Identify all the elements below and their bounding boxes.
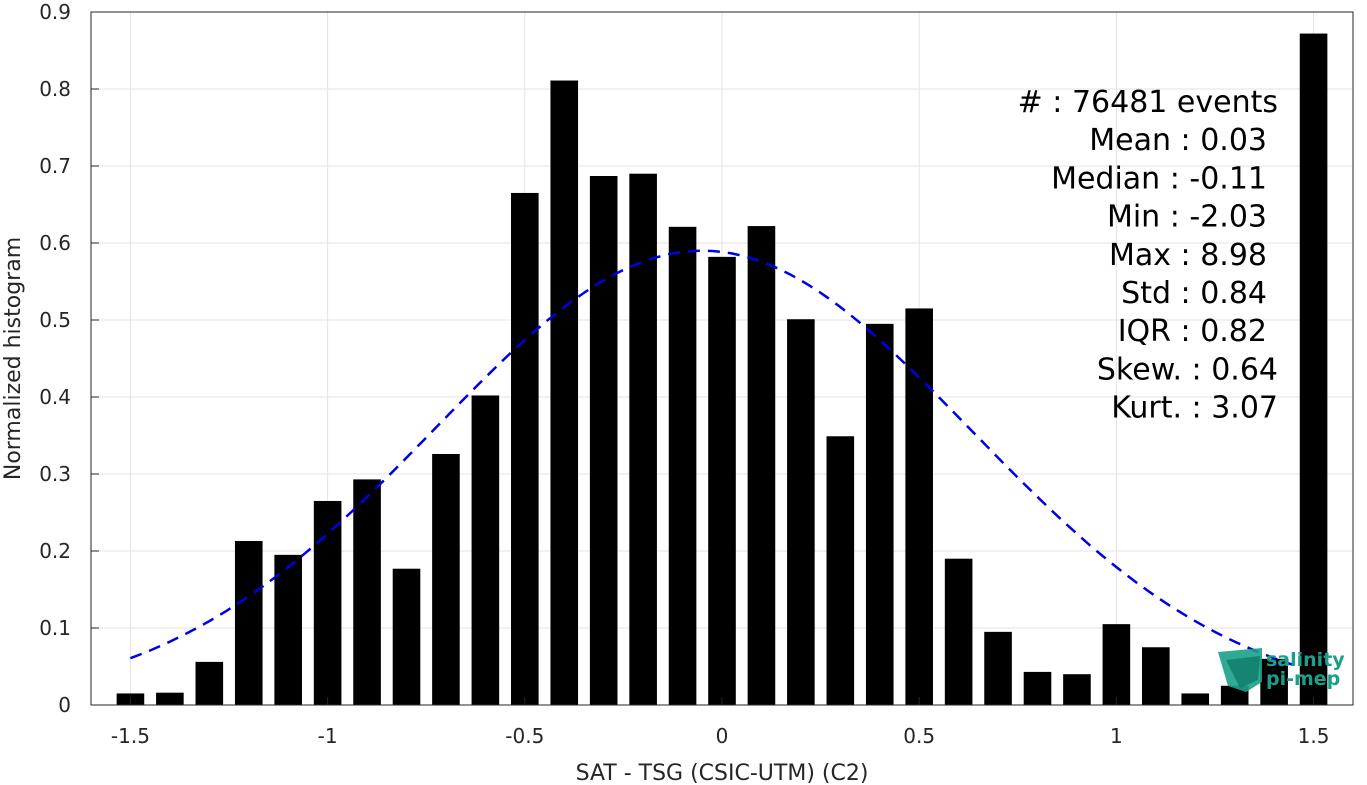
stat-line: Median : -0.11: [1051, 161, 1267, 196]
stat-line: # : 76481 events: [1018, 85, 1278, 120]
histogram-bar: [826, 436, 855, 705]
histogram-bar: [1102, 624, 1131, 705]
y-tick-label: 0.6: [39, 231, 71, 255]
histogram-bar: [984, 631, 1012, 705]
histogram-bar: [629, 173, 657, 705]
x-tick-label: -1: [318, 724, 338, 748]
histogram-bar: [195, 661, 224, 705]
logo-wave-icon-shade: [1226, 656, 1260, 688]
stat-line: Max : 8.98: [1109, 238, 1267, 273]
stat-line: Mean : 0.03: [1089, 123, 1267, 158]
histogram-bar: [471, 395, 500, 705]
stat-line: Skew. : 0.64: [1097, 352, 1278, 387]
histogram-bar: [589, 176, 618, 705]
x-tick-label: -1.5: [111, 724, 150, 748]
y-tick-label: 0.8: [39, 77, 71, 101]
stat-line: Std : 0.84: [1121, 276, 1267, 311]
x-tick-label: 1: [1110, 724, 1123, 748]
stat-line: IQR : 0.82: [1118, 314, 1267, 349]
histogram-bar: [313, 500, 342, 705]
histogram-bar: [234, 540, 263, 705]
histogram-bar: [353, 479, 381, 705]
bars: [116, 33, 1328, 706]
histogram-bar: [747, 226, 776, 705]
y-tick-label: 0.1: [39, 616, 71, 640]
y-tick-label: 0.5: [39, 308, 71, 332]
y-axis-ticks: 0 0.1 0.2 0.3 0.4 0.5 0.6 0.7 0.8 0.9: [39, 0, 99, 717]
stat-line: Kurt. : 3.07: [1111, 391, 1278, 426]
histogram-bar: [944, 558, 973, 705]
histogram-bar: [708, 256, 736, 705]
y-tick-label: 0.3: [39, 462, 71, 486]
logo-line-2: pi-mep: [1266, 668, 1340, 690]
histogram-bar: [1299, 33, 1328, 706]
histogram-bar: [274, 554, 302, 705]
histogram-bar: [432, 453, 460, 705]
histogram-bar: [1063, 674, 1091, 705]
histogram-bar: [1023, 671, 1052, 705]
y-axis-label: Normalized histogram: [1, 237, 26, 480]
logo-line-1: salinity: [1266, 649, 1345, 671]
histogram-bar: [1220, 685, 1249, 705]
histogram-bar: [905, 308, 933, 705]
histogram-bar: [1142, 647, 1170, 705]
y-tick-label: 0.9: [39, 0, 71, 24]
histogram-bar: [550, 80, 579, 705]
x-axis-ticks: -1.5 -1 -0.5 0 0.5 1 1.5: [111, 697, 1330, 748]
x-tick-label: -0.5: [505, 724, 544, 748]
histogram-bar: [668, 226, 697, 705]
salinity-pi-mep-logo: salinity pi-mep: [1218, 648, 1345, 692]
histogram-bar: [1181, 693, 1210, 705]
histogram-bar: [1260, 658, 1288, 705]
y-tick-label: 0.4: [39, 385, 71, 409]
x-axis-label: SAT - TSG (CSIC-UTM) (C2): [576, 761, 869, 785]
stat-line: Min : -2.03: [1107, 200, 1267, 235]
y-tick-label: 0.7: [39, 154, 71, 178]
x-tick-label: 0: [716, 724, 729, 748]
y-tick-label: 0: [58, 693, 71, 717]
histogram-bar: [865, 323, 894, 705]
normal-fit-curve: [129, 249, 1295, 667]
histogram-bar: [392, 568, 421, 705]
x-tick-label: 1.5: [1298, 724, 1330, 748]
x-tick-label: 0.5: [903, 724, 935, 748]
histogram-bar: [787, 319, 815, 705]
y-tick-label: 0.2: [39, 539, 71, 563]
histogram-bar: [511, 192, 539, 705]
histogram-bar: [156, 692, 184, 705]
